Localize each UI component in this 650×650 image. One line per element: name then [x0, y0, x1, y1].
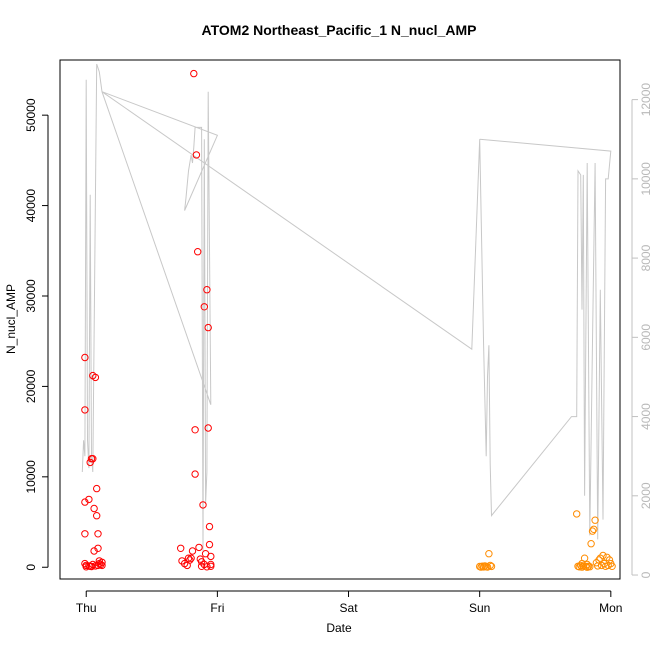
data-point — [93, 484, 101, 493]
data-point — [204, 424, 212, 432]
data-point — [194, 248, 202, 256]
data-point — [599, 551, 607, 560]
y-left-tick-label: 0 — [24, 564, 38, 571]
y-right-tick-label: 2000 — [639, 482, 650, 509]
y-axis-left: 0 10000 20000 30000 40000 50000 — [24, 98, 49, 571]
data-point — [588, 527, 597, 535]
x-axis: Thu Fri Sat Sun Mon — [76, 590, 622, 615]
grey-line — [81, 63, 612, 552]
data-point — [487, 562, 496, 571]
data-point — [479, 563, 488, 571]
plot-frame — [59, 59, 621, 580]
data-point — [200, 303, 209, 311]
data-point — [177, 544, 185, 552]
right-axis-line-series — [81, 63, 612, 552]
data-point — [81, 530, 89, 538]
y-axis-title: N_nucl_AMP — [4, 284, 18, 354]
y-right-tick-label: 4000 — [639, 403, 650, 430]
y-right-tick-label: 10000 — [639, 162, 650, 196]
data-point — [605, 556, 614, 564]
data-point — [94, 544, 102, 552]
data-point — [204, 323, 212, 332]
data-point — [608, 562, 616, 570]
data-point — [583, 563, 591, 571]
data-point — [586, 563, 594, 571]
y-right-tick-label: 8000 — [639, 244, 650, 271]
y-left-tick-label: 10000 — [24, 460, 38, 494]
data-point — [90, 504, 98, 513]
data-point — [85, 495, 93, 504]
chart-title: ATOM2 Northeast_Pacific_1 N_nucl_AMP — [202, 22, 477, 38]
data-point — [205, 540, 214, 549]
data-point — [94, 530, 102, 538]
data-point — [578, 563, 586, 571]
data-point — [205, 522, 214, 531]
y-axis-right: 0 2000 4000 6000 8000 10000 12000 — [631, 83, 650, 578]
data-point — [200, 560, 209, 569]
data-point — [191, 426, 199, 434]
data-point — [573, 510, 581, 518]
x-tick-label: Fri — [210, 601, 224, 615]
data-point — [81, 406, 89, 414]
scatter-points — [81, 69, 616, 571]
x-axis-title: Date — [326, 621, 352, 635]
data-point — [580, 554, 589, 562]
data-point — [94, 561, 102, 570]
y-right-tick-label: 0 — [639, 571, 650, 578]
y-left-tick-label: 50000 — [24, 98, 38, 132]
data-point — [187, 554, 195, 562]
data-point — [207, 552, 215, 561]
data-point — [203, 563, 211, 571]
x-tick-label: Sat — [340, 601, 359, 615]
data-point — [91, 373, 100, 382]
data-point — [190, 69, 198, 78]
data-point — [93, 512, 101, 520]
data-point — [485, 550, 493, 558]
x-tick-label: Sun — [469, 601, 490, 615]
data-point — [186, 556, 194, 564]
data-point — [81, 353, 89, 362]
y-left-tick-label: 30000 — [24, 279, 38, 313]
data-point — [486, 561, 494, 570]
data-point — [91, 562, 100, 570]
data-point — [587, 540, 595, 548]
x-tick-label: Mon — [599, 601, 622, 615]
y-right-tick-label: 12000 — [639, 83, 650, 117]
data-point — [184, 554, 193, 562]
data-point — [188, 547, 197, 555]
y-left-tick-label: 20000 — [24, 369, 38, 403]
y-left-tick-label: 40000 — [24, 189, 38, 223]
data-point — [203, 286, 211, 294]
data-point — [195, 543, 203, 552]
data-point — [89, 455, 97, 463]
data-point — [590, 525, 598, 533]
y-right-tick-label: 6000 — [639, 324, 650, 351]
data-point — [199, 501, 207, 509]
data-point — [192, 151, 201, 159]
data-point — [86, 458, 94, 467]
data-point — [591, 516, 599, 524]
data-point — [207, 562, 215, 570]
data-point — [191, 470, 199, 478]
x-tick-label: Thu — [76, 601, 97, 615]
